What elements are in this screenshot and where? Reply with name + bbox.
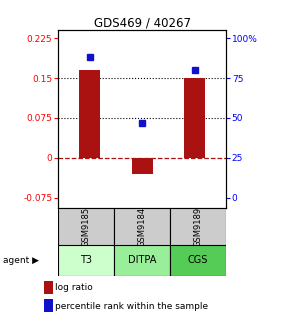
- Bar: [79, 70, 100, 158]
- Bar: [184, 78, 205, 158]
- Bar: [44, 281, 53, 294]
- Text: log ratio: log ratio: [55, 283, 92, 292]
- Bar: [58, 208, 114, 245]
- Bar: [114, 208, 170, 245]
- Bar: [58, 245, 114, 276]
- Text: DITPA: DITPA: [128, 255, 156, 265]
- Text: percentile rank within the sample: percentile rank within the sample: [55, 301, 208, 310]
- Text: agent ▶: agent ▶: [3, 256, 39, 265]
- Bar: [132, 158, 153, 174]
- Text: GSM9185: GSM9185: [81, 207, 90, 247]
- Text: GSM9184: GSM9184: [137, 207, 147, 247]
- Text: GSM9189: GSM9189: [194, 207, 203, 247]
- Bar: [170, 208, 226, 245]
- Title: GDS469 / 40267: GDS469 / 40267: [94, 16, 191, 29]
- Bar: [44, 299, 53, 312]
- Text: CGS: CGS: [188, 255, 208, 265]
- Bar: [170, 245, 226, 276]
- Bar: [114, 245, 170, 276]
- Text: T3: T3: [80, 255, 92, 265]
